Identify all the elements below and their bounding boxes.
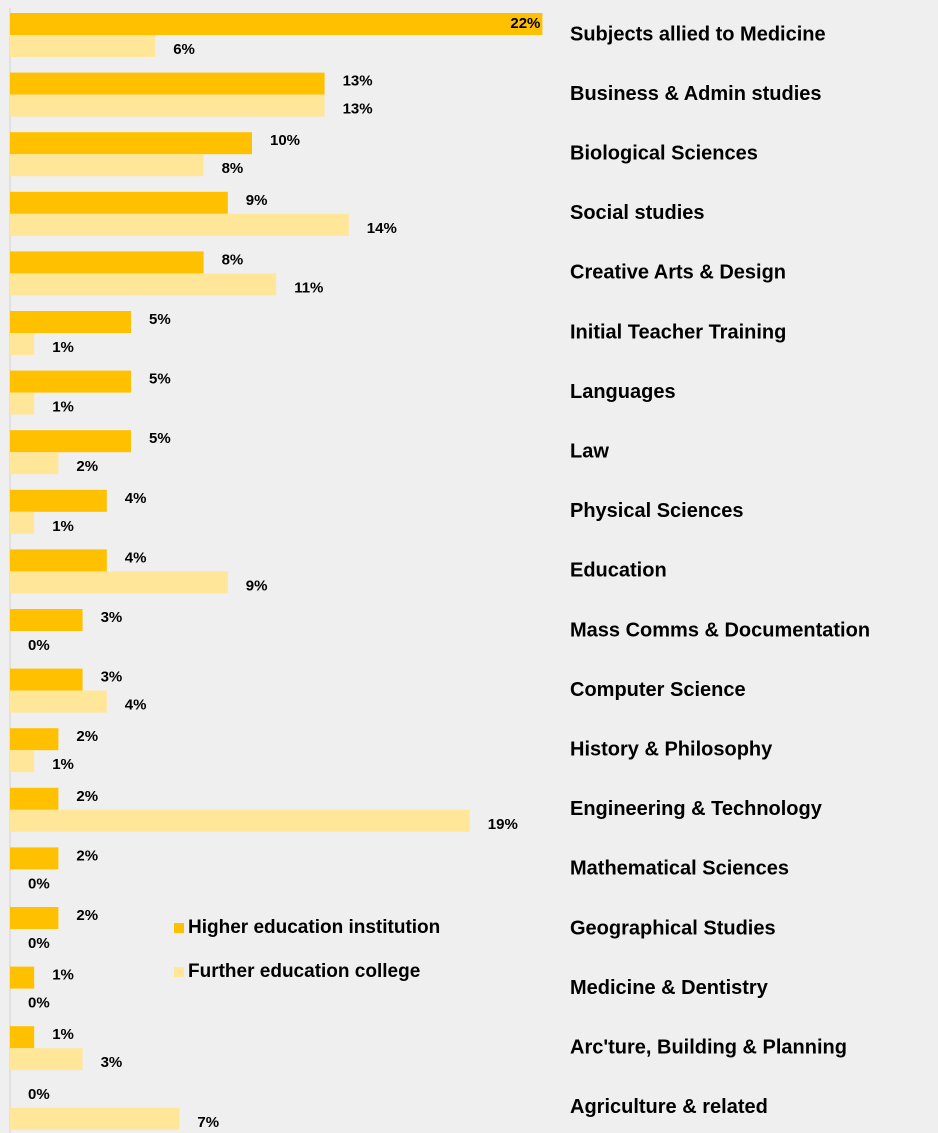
bar <box>10 72 325 95</box>
data-label: 5% <box>149 371 171 388</box>
bar <box>10 1107 180 1130</box>
data-label: 8% <box>222 160 244 177</box>
bar <box>10 668 83 691</box>
data-label: 2% <box>76 788 98 805</box>
data-label: 6% <box>173 41 195 58</box>
category-label: Engineering & Technology <box>570 798 823 820</box>
bar <box>10 35 156 57</box>
bar <box>10 511 35 534</box>
data-label: 3% <box>101 609 123 626</box>
data-label: 1% <box>52 518 74 535</box>
bar <box>10 430 131 453</box>
bar <box>10 213 349 236</box>
data-label: 9% <box>246 192 268 209</box>
data-label: 11% <box>294 279 323 296</box>
data-label: 5% <box>149 311 171 328</box>
data-label: 2% <box>76 728 98 745</box>
bar <box>10 370 131 393</box>
bar <box>10 847 59 870</box>
data-label: 9% <box>246 577 268 594</box>
bar <box>10 690 107 713</box>
bar <box>10 787 59 810</box>
data-label: 2% <box>76 907 98 924</box>
data-label: 14% <box>367 220 397 237</box>
bar <box>10 1026 35 1049</box>
category-label: History & Philosophy <box>570 738 773 760</box>
bar <box>10 251 204 274</box>
data-label: 1% <box>52 339 74 356</box>
category-label: Social studies <box>570 202 705 224</box>
data-label: 0% <box>28 1086 50 1103</box>
category-label: Law <box>570 440 609 462</box>
category-label: Medicine & Dentistry <box>570 977 769 999</box>
category-label: Mass Comms & Documentation <box>570 619 870 641</box>
data-label: 4% <box>125 697 147 714</box>
data-label: 4% <box>125 490 147 507</box>
data-label: 5% <box>149 430 171 447</box>
category-label: Computer Science <box>570 679 746 701</box>
category-label: Mathematical Sciences <box>570 858 789 880</box>
data-label: 0% <box>28 935 50 952</box>
bar <box>10 728 59 751</box>
legend-label: Further education college <box>188 961 420 982</box>
data-label: 0% <box>28 995 50 1012</box>
bar <box>10 1048 83 1071</box>
bar <box>10 549 107 572</box>
bar <box>10 392 35 415</box>
bar <box>10 273 277 296</box>
data-label: 0% <box>28 637 50 654</box>
bar <box>10 907 59 929</box>
legend-label: Higher education institution <box>188 917 440 938</box>
bar <box>10 94 325 117</box>
bar <box>10 571 228 594</box>
category-label: Arc'ture, Building & Planning <box>570 1036 847 1058</box>
category-label: Creative Arts & Design <box>570 262 786 284</box>
bar <box>10 966 35 989</box>
legend-swatch <box>174 967 184 977</box>
bar <box>10 13 543 35</box>
bar <box>10 132 252 155</box>
category-label: Initial Teacher Training <box>570 321 786 343</box>
data-label: 0% <box>28 875 50 892</box>
data-label: 10% <box>270 132 300 149</box>
data-label: 3% <box>101 1054 123 1071</box>
data-label: 2% <box>76 458 98 475</box>
category-label: Geographical Studies <box>570 917 776 939</box>
bar <box>10 489 107 512</box>
category-label: Languages <box>570 381 676 403</box>
data-label: 2% <box>76 847 98 864</box>
data-label: 1% <box>52 399 74 416</box>
bar <box>10 311 131 333</box>
category-label: Education <box>570 560 667 582</box>
data-label: 1% <box>52 756 74 773</box>
bar <box>10 154 204 177</box>
legend-swatch <box>174 923 184 933</box>
data-label: 19% <box>488 816 518 833</box>
data-label: 13% <box>343 101 373 118</box>
data-label: 1% <box>52 1026 74 1043</box>
data-label: 1% <box>52 967 74 984</box>
category-label: Business & Admin studies <box>570 83 822 105</box>
data-label: 13% <box>343 73 373 90</box>
bar <box>10 750 35 773</box>
data-label: 8% <box>222 251 244 268</box>
bar <box>10 809 470 832</box>
bar <box>10 452 59 475</box>
data-label: 4% <box>125 549 147 566</box>
data-label: 7% <box>197 1114 219 1131</box>
bar <box>10 609 83 631</box>
category-label: Agriculture & related <box>570 1096 768 1118</box>
category-label: Physical Sciences <box>570 500 743 522</box>
bar <box>10 191 228 214</box>
data-label: 3% <box>101 669 123 686</box>
category-label: Biological Sciences <box>570 142 758 164</box>
category-label: Subjects allied to Medicine <box>570 23 826 45</box>
bar <box>10 333 35 355</box>
data-label: 22% <box>510 15 540 32</box>
